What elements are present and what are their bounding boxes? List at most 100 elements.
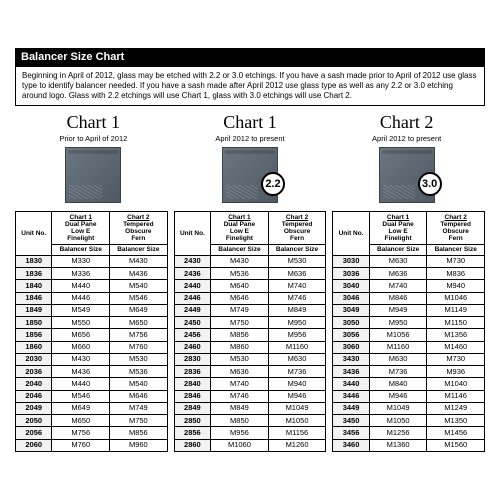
- page: Balancer Size Chart Beginning in April o…: [15, 48, 485, 452]
- table-row: 2846M746M946: [174, 390, 326, 402]
- balancer-cell: M950: [268, 317, 326, 329]
- balancer-cell: M840: [369, 378, 427, 390]
- unit-no-cell: 2049: [16, 402, 52, 414]
- table-row: 2030M430M530: [16, 353, 168, 365]
- table-row: 2449M749M849: [174, 304, 326, 316]
- balancer-cell: M649: [110, 304, 168, 316]
- balancer-cell: M636: [369, 268, 427, 280]
- balancer-cell: M750: [110, 415, 168, 427]
- balancer-cell: M849: [211, 402, 269, 414]
- unit-no-cell: 1830: [16, 255, 52, 267]
- unit-no-cell: 2450: [174, 317, 210, 329]
- balancer-cell: M860: [211, 341, 269, 353]
- unit-no-cell: 2046: [16, 390, 52, 402]
- balancer-cell: M330: [52, 255, 110, 267]
- table-row: 3450M1050M1350: [333, 415, 485, 427]
- balancer-cell: M649: [52, 402, 110, 414]
- balancer-cell: M430: [211, 255, 269, 267]
- table-row: 2049M649M749: [16, 402, 168, 414]
- balancer-cell: M540: [110, 280, 168, 292]
- chart2-header: Chart 2TemperedObscureFern: [110, 212, 168, 245]
- balancer-size-header: Balancer Size: [427, 244, 485, 255]
- chart-1-prior: Chart 1 Prior to April of 2012: [18, 112, 168, 203]
- glass-tile-icon: 3.0: [379, 147, 435, 203]
- table-row: 2849M849M1049: [174, 402, 326, 414]
- table-row: 3446M946M1146: [333, 390, 485, 402]
- balancer-cell: M750: [211, 317, 269, 329]
- intro-text: Beginning in April of 2012, glass may be…: [15, 66, 485, 106]
- balancer-cell: M636: [211, 366, 269, 378]
- balancer-size-header: Balancer Size: [369, 244, 427, 255]
- balancer-cell: M1256: [369, 427, 427, 439]
- table-row: 3049M949M1149: [333, 304, 485, 316]
- balancer-cell: M1360: [369, 439, 427, 451]
- unit-no-cell: 2430: [174, 255, 210, 267]
- balancer-cell: M440: [52, 378, 110, 390]
- balancer-cell: M549: [52, 304, 110, 316]
- balancer-cell: M730: [427, 353, 485, 365]
- unit-no-cell: 2060: [16, 439, 52, 451]
- balancer-cell: M746: [211, 390, 269, 402]
- unit-no-cell: 2036: [16, 366, 52, 378]
- table-row: 3436M736M936: [333, 366, 485, 378]
- balancer-cell: M1060: [211, 439, 269, 451]
- table-row: 3056M1056M1356: [333, 329, 485, 341]
- table-row: 2436M536M636: [174, 268, 326, 280]
- table-row: 2856M956M1156: [174, 427, 326, 439]
- balancer-size-header: Balancer Size: [52, 244, 110, 255]
- table-row: 1846M446M546: [16, 292, 168, 304]
- balancer-cell: M430: [110, 255, 168, 267]
- balancer-cell: M746: [268, 292, 326, 304]
- table-row: 2456M856M956: [174, 329, 326, 341]
- balancer-cell: M1356: [427, 329, 485, 341]
- table-row: 2060M760M960: [16, 439, 168, 451]
- balancer-cell: M760: [110, 341, 168, 353]
- balancer-cell: M950: [369, 317, 427, 329]
- balancer-cell: M956: [211, 427, 269, 439]
- chart-2-present: Chart 2 April 2012 to present 3.0: [331, 112, 481, 203]
- table-row: 3050M950M1150: [333, 317, 485, 329]
- balancer-cell: M756: [52, 427, 110, 439]
- unit-no-cell: 3446: [333, 390, 369, 402]
- chart-subtitle: April 2012 to present: [175, 134, 325, 143]
- charts-row: Chart 1 Prior to April of 2012 Chart 1 A…: [15, 112, 485, 203]
- balancer-cell: M846: [369, 292, 427, 304]
- balancer-cell: M856: [110, 427, 168, 439]
- unit-no-cell: 2056: [16, 427, 52, 439]
- balancer-cell: M1460: [427, 341, 485, 353]
- etch-badge: 2.2: [261, 172, 285, 196]
- balancer-cell: M936: [427, 366, 485, 378]
- balancer-cell: M1260: [268, 439, 326, 451]
- unit-no-cell: 3046: [333, 292, 369, 304]
- table-row: 1856M656M756: [16, 329, 168, 341]
- balancer-cell: M1160: [369, 341, 427, 353]
- balancer-cell: M440: [52, 280, 110, 292]
- balancer-cell: M646: [110, 390, 168, 402]
- balancer-cell: M1056: [369, 329, 427, 341]
- chart-title: Chart 1: [175, 112, 325, 133]
- balancer-cell: M1049: [369, 402, 427, 414]
- balancer-cell: M1156: [268, 427, 326, 439]
- table-row: 2836M636M736: [174, 366, 326, 378]
- table-row: 3440M840M1040: [333, 378, 485, 390]
- unit-no-cell: 3036: [333, 268, 369, 280]
- table-row: 3040M740M940: [333, 280, 485, 292]
- chart1-header: Chart 1Dual PaneLow EFinelight: [369, 212, 427, 245]
- unit-no-cell: 2050: [16, 415, 52, 427]
- unit-no-cell: 1836: [16, 268, 52, 280]
- unit-no-cell: 1849: [16, 304, 52, 316]
- balancer-cell: M650: [52, 415, 110, 427]
- balancer-cell: M336: [52, 268, 110, 280]
- balancer-cell: M960: [110, 439, 168, 451]
- unit-no-cell: 2836: [174, 366, 210, 378]
- chart2-header: Chart 2TemperedObscureFern: [427, 212, 485, 245]
- table-row: 3460M1360M1560: [333, 439, 485, 451]
- table-row: 3060M1160M1460: [333, 341, 485, 353]
- balancer-cell: M946: [268, 390, 326, 402]
- unit-no-cell: 3050: [333, 317, 369, 329]
- balancer-cell: M946: [369, 390, 427, 402]
- table-row: 3430M630M730: [333, 353, 485, 365]
- balancer-size-header: Balancer Size: [110, 244, 168, 255]
- balancer-cell: M550: [52, 317, 110, 329]
- unit-no-cell: 2040: [16, 378, 52, 390]
